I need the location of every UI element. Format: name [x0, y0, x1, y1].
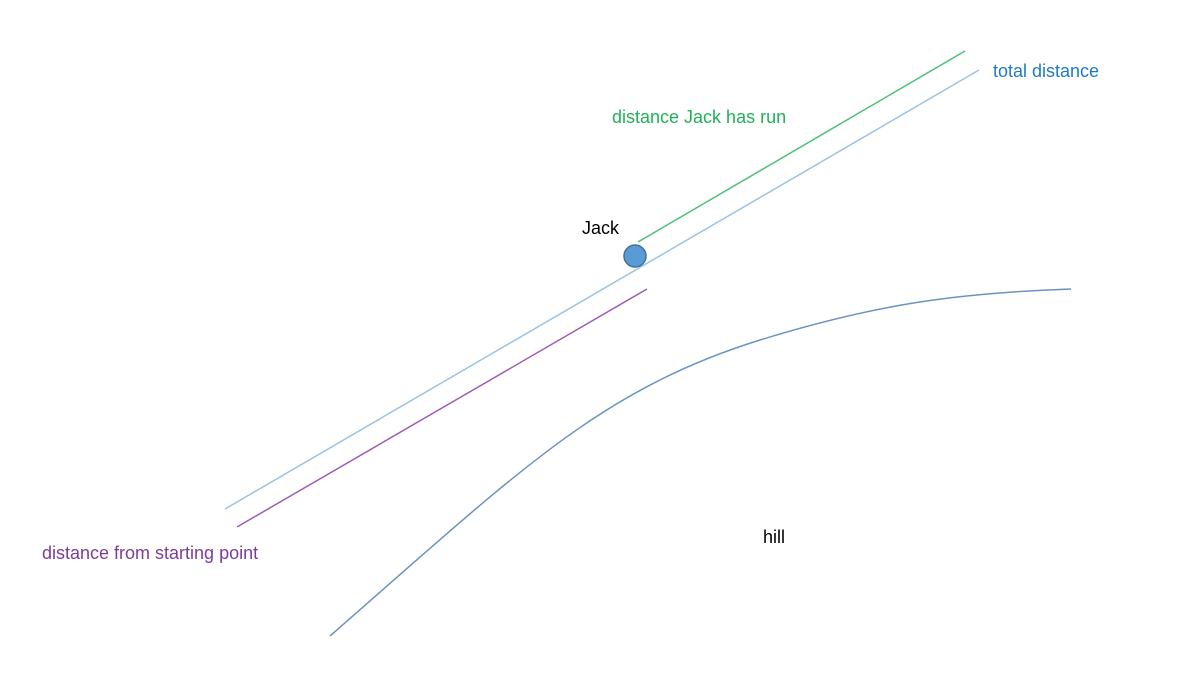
jack-label: Jack — [582, 218, 620, 238]
distance-from-start-label: distance from starting point — [42, 543, 259, 563]
total-distance-line — [224, 69, 980, 510]
jack-marker — [623, 244, 647, 268]
distance-from-start-line — [236, 288, 648, 528]
total-distance-label: total distance — [993, 61, 1100, 81]
hill-label: hill — [763, 527, 786, 547]
hill-curve — [329, 288, 1072, 637]
distance-run-line — [637, 50, 966, 243]
distance-run-label: distance Jack has run — [612, 107, 787, 127]
